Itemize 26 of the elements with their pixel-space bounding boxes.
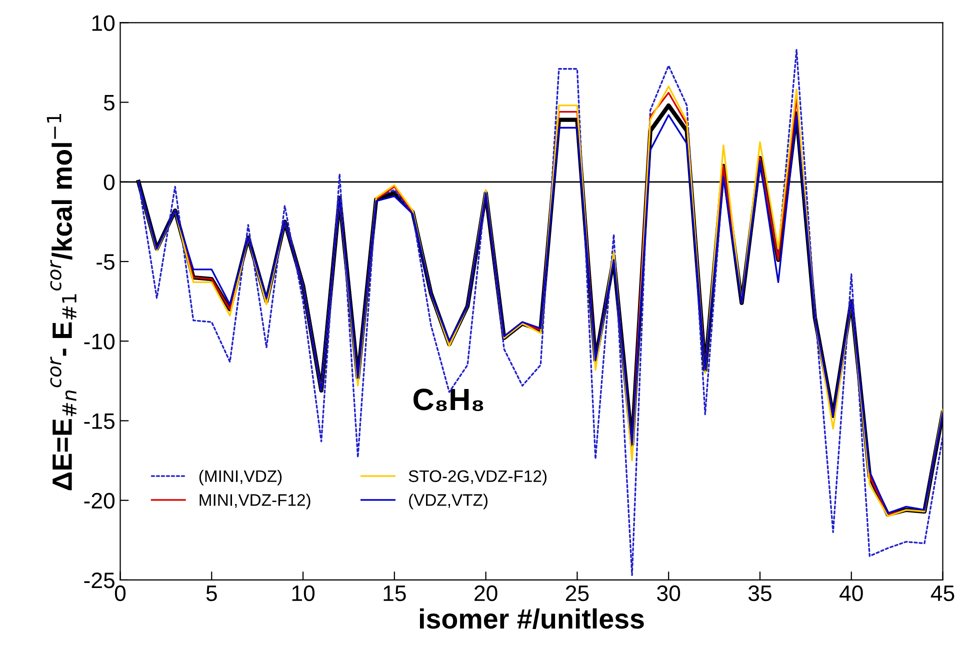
y-axis-title: ΔE=E$_{#n}$$^{cor}$- E$_{#1}$$^{cor}$/kcal mol$^{−1}$ <box>46 114 76 490</box>
annotation: C₈H₈ <box>413 388 484 412</box>
y-tick-label: -15 <box>84 414 114 430</box>
x-tick-label: 35 <box>748 585 772 602</box>
y-tick-label: -10 <box>84 334 115 350</box>
legend-label: MINI,VDZ-F12) <box>200 494 310 510</box>
y-tick-label: 0 <box>104 174 115 190</box>
x-axis-title: isomer #/unitless <box>420 608 644 629</box>
line-series <box>138 48 943 576</box>
x-tick-label: 25 <box>566 585 589 602</box>
y-tick-label: 5 <box>104 95 114 111</box>
x-tick-label: 20 <box>474 585 498 602</box>
legend-label: STO-2G,VDZ-F12) <box>408 470 546 486</box>
x-tick-label: 45 <box>930 586 954 602</box>
x-tick-label: 40 <box>840 585 863 602</box>
y-tick-label: -25 <box>84 572 114 588</box>
x-tick-label: 15 <box>384 586 406 602</box>
legend-label: (VDZ,VTZ) <box>409 494 488 510</box>
y-tick-label: -20 <box>84 492 115 509</box>
x-tick-label: 0 <box>114 585 126 602</box>
y-tick-label: -5 <box>96 254 114 270</box>
legend-label: (MINI,VDZ) <box>199 470 282 486</box>
x-tick-label: 5 <box>206 586 217 602</box>
y-tick-label: 10 <box>92 15 115 31</box>
x-tick-label: 10 <box>292 585 315 602</box>
x-tick-label: 30 <box>657 585 680 602</box>
